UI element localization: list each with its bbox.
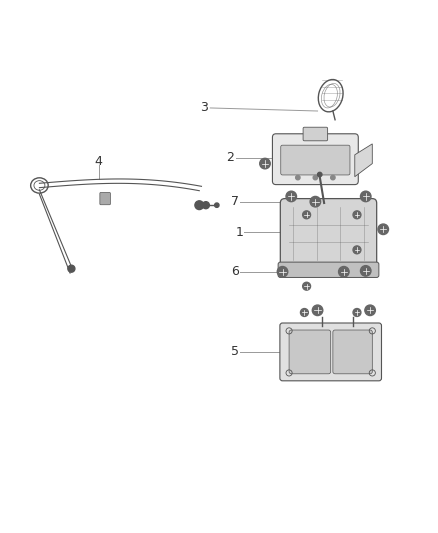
FancyBboxPatch shape [333,330,372,374]
FancyBboxPatch shape [272,134,358,184]
Circle shape [300,309,308,317]
Circle shape [296,175,300,180]
FancyBboxPatch shape [280,199,377,269]
Text: 1: 1 [235,226,243,239]
Circle shape [286,191,297,201]
Circle shape [365,305,375,316]
Circle shape [339,266,349,277]
Text: 5: 5 [231,345,239,358]
Text: 2: 2 [226,151,234,164]
FancyBboxPatch shape [280,323,381,381]
Circle shape [215,203,219,207]
FancyBboxPatch shape [303,127,328,141]
Circle shape [353,211,361,219]
FancyBboxPatch shape [100,192,110,205]
Circle shape [331,175,335,180]
Circle shape [378,224,389,235]
FancyBboxPatch shape [278,262,379,278]
Text: 3: 3 [200,101,208,115]
Circle shape [360,191,371,201]
Polygon shape [355,144,372,177]
Circle shape [360,265,371,276]
Circle shape [312,305,323,316]
Circle shape [303,282,311,290]
Text: 7: 7 [231,195,239,208]
FancyBboxPatch shape [281,145,350,175]
Circle shape [260,158,270,169]
Circle shape [310,197,321,207]
Circle shape [353,309,361,317]
Circle shape [353,246,361,254]
Text: 4: 4 [95,155,102,168]
Circle shape [68,265,75,272]
FancyBboxPatch shape [289,330,331,374]
Circle shape [313,175,318,180]
Circle shape [195,201,204,209]
Circle shape [277,266,288,277]
Circle shape [303,211,311,219]
Circle shape [202,201,209,209]
Circle shape [318,172,322,177]
Text: 6: 6 [231,265,239,278]
